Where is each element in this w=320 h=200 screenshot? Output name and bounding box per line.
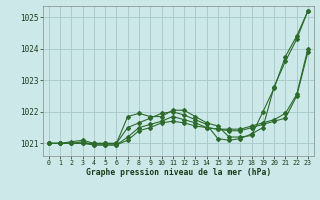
X-axis label: Graphe pression niveau de la mer (hPa): Graphe pression niveau de la mer (hPa) bbox=[86, 168, 271, 177]
